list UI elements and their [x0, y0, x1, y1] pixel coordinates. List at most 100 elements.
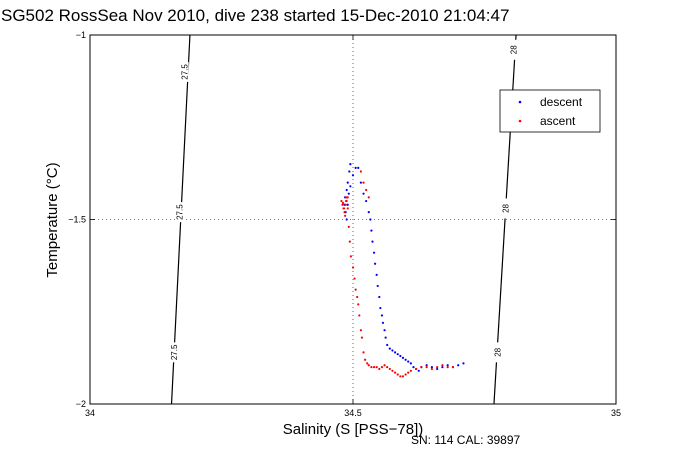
data-point-descent: [384, 336, 387, 339]
density-contour-label-bg: [509, 39, 518, 60]
data-point-ascent: [353, 277, 356, 280]
data-point-ascent: [358, 314, 361, 317]
data-point-ascent: [345, 199, 348, 203]
legend-box: [499, 89, 601, 133]
data-point-ascent: [386, 366, 389, 369]
series-layer: [340, 163, 465, 378]
data-point-descent: [386, 343, 389, 347]
data-point-descent: [349, 163, 352, 166]
data-point-ascent: [446, 366, 449, 369]
data-point-descent: [436, 367, 439, 371]
data-point-ascent: [404, 373, 407, 376]
data-point-descent: [373, 262, 377, 265]
data-point-ascent: [391, 369, 394, 372]
legend-swatch-descent: [518, 100, 522, 104]
data-point-ascent: [360, 336, 364, 339]
data-point-descent: [425, 364, 428, 367]
data-point-ascent: [430, 367, 433, 371]
data-point-descent: [396, 353, 399, 356]
data-point-ascent: [375, 366, 378, 369]
data-point-descent: [446, 364, 449, 367]
data-point-ascent: [393, 371, 397, 374]
data-point-descent: [380, 314, 384, 317]
data-point-ascent: [420, 366, 423, 369]
data-point-ascent: [354, 288, 357, 291]
density-contour-label-bg: [501, 198, 510, 219]
data-point-ascent: [344, 203, 347, 206]
data-point-descent: [365, 199, 368, 203]
data-point-descent: [388, 347, 391, 350]
data-point-ascent: [346, 196, 349, 199]
data-point-ascent: [343, 211, 346, 214]
data-point-descent: [345, 188, 348, 192]
legend-label-ascent: ascent: [540, 114, 576, 128]
data-point-descent: [379, 306, 382, 310]
data-point-ascent: [441, 364, 444, 367]
data-point-descent: [412, 366, 415, 369]
grid-layer: [90, 35, 616, 404]
density-contour-label: 28: [509, 45, 518, 54]
data-point-ascent: [341, 203, 344, 206]
data-point-ascent: [415, 367, 418, 371]
data-point-ascent: [351, 266, 355, 269]
data-point-descent: [375, 273, 378, 276]
data-point-ascent: [367, 364, 370, 367]
data-point-ascent: [359, 329, 362, 332]
tick-layer: 34 34.5 35 −1 −1.5 −2: [68, 30, 621, 418]
data-point-ascent: [436, 366, 439, 369]
data-point-ascent: [363, 358, 367, 361]
x-tick-label: 34.5: [344, 408, 362, 418]
x-tick-label: 34: [85, 408, 95, 418]
data-point-descent: [371, 240, 374, 243]
data-point-ascent: [383, 364, 386, 367]
data-point-descent: [349, 185, 352, 188]
data-point-descent: [372, 251, 376, 254]
data-point-ascent: [362, 351, 365, 354]
data-point-descent: [409, 362, 412, 365]
data-point-descent: [345, 218, 348, 221]
data-point-descent: [391, 349, 394, 352]
legend-label-descent: descent: [540, 95, 583, 109]
density-contour-label: 28: [502, 203, 511, 212]
x-axis-label: Salinity (S [PSS−78]): [283, 421, 423, 438]
y-axis-label: Temperature (°C): [44, 162, 61, 277]
data-point-descent: [378, 295, 381, 299]
data-point-ascent: [380, 366, 384, 369]
data-point-ascent: [370, 366, 373, 369]
data-point-ascent: [348, 240, 351, 243]
data-point-descent: [381, 321, 385, 324]
data-point-ascent: [399, 375, 402, 378]
data-point-ascent: [346, 207, 349, 210]
footer-serial-cal: SN: 114 CAL: 39897: [411, 433, 521, 447]
data-point-ascent: [340, 199, 343, 203]
data-point-descent: [399, 354, 402, 358]
density-contour-label-bg: [180, 61, 189, 82]
data-point-descent: [348, 170, 351, 173]
y-tick-label: −1: [76, 30, 86, 40]
data-point-ascent: [344, 214, 347, 217]
data-point-descent: [347, 192, 350, 195]
data-point-descent: [441, 366, 444, 369]
data-point-ascent: [345, 196, 348, 199]
data-point-descent: [462, 362, 465, 365]
data-point-ascent: [388, 367, 391, 371]
data-point-descent: [393, 351, 397, 354]
legend-swatch-ascent: [518, 119, 522, 123]
data-point-descent: [351, 174, 355, 177]
data-point-ascent: [378, 367, 381, 371]
density-contour-label: 27.5: [175, 204, 184, 220]
series-ascent: [340, 170, 455, 378]
data-point-descent: [457, 364, 460, 367]
density-contour-label: 28: [494, 347, 503, 356]
data-point-descent: [367, 211, 370, 214]
data-point-descent: [404, 358, 407, 361]
data-point-ascent: [342, 207, 346, 210]
data-point-descent: [346, 181, 349, 184]
data-point-ascent: [347, 225, 350, 228]
data-point-descent: [430, 366, 433, 369]
data-point-descent: [383, 329, 386, 332]
data-point-descent: [370, 229, 373, 232]
data-point-descent: [354, 166, 357, 169]
x-tick-label: 35: [611, 408, 621, 418]
